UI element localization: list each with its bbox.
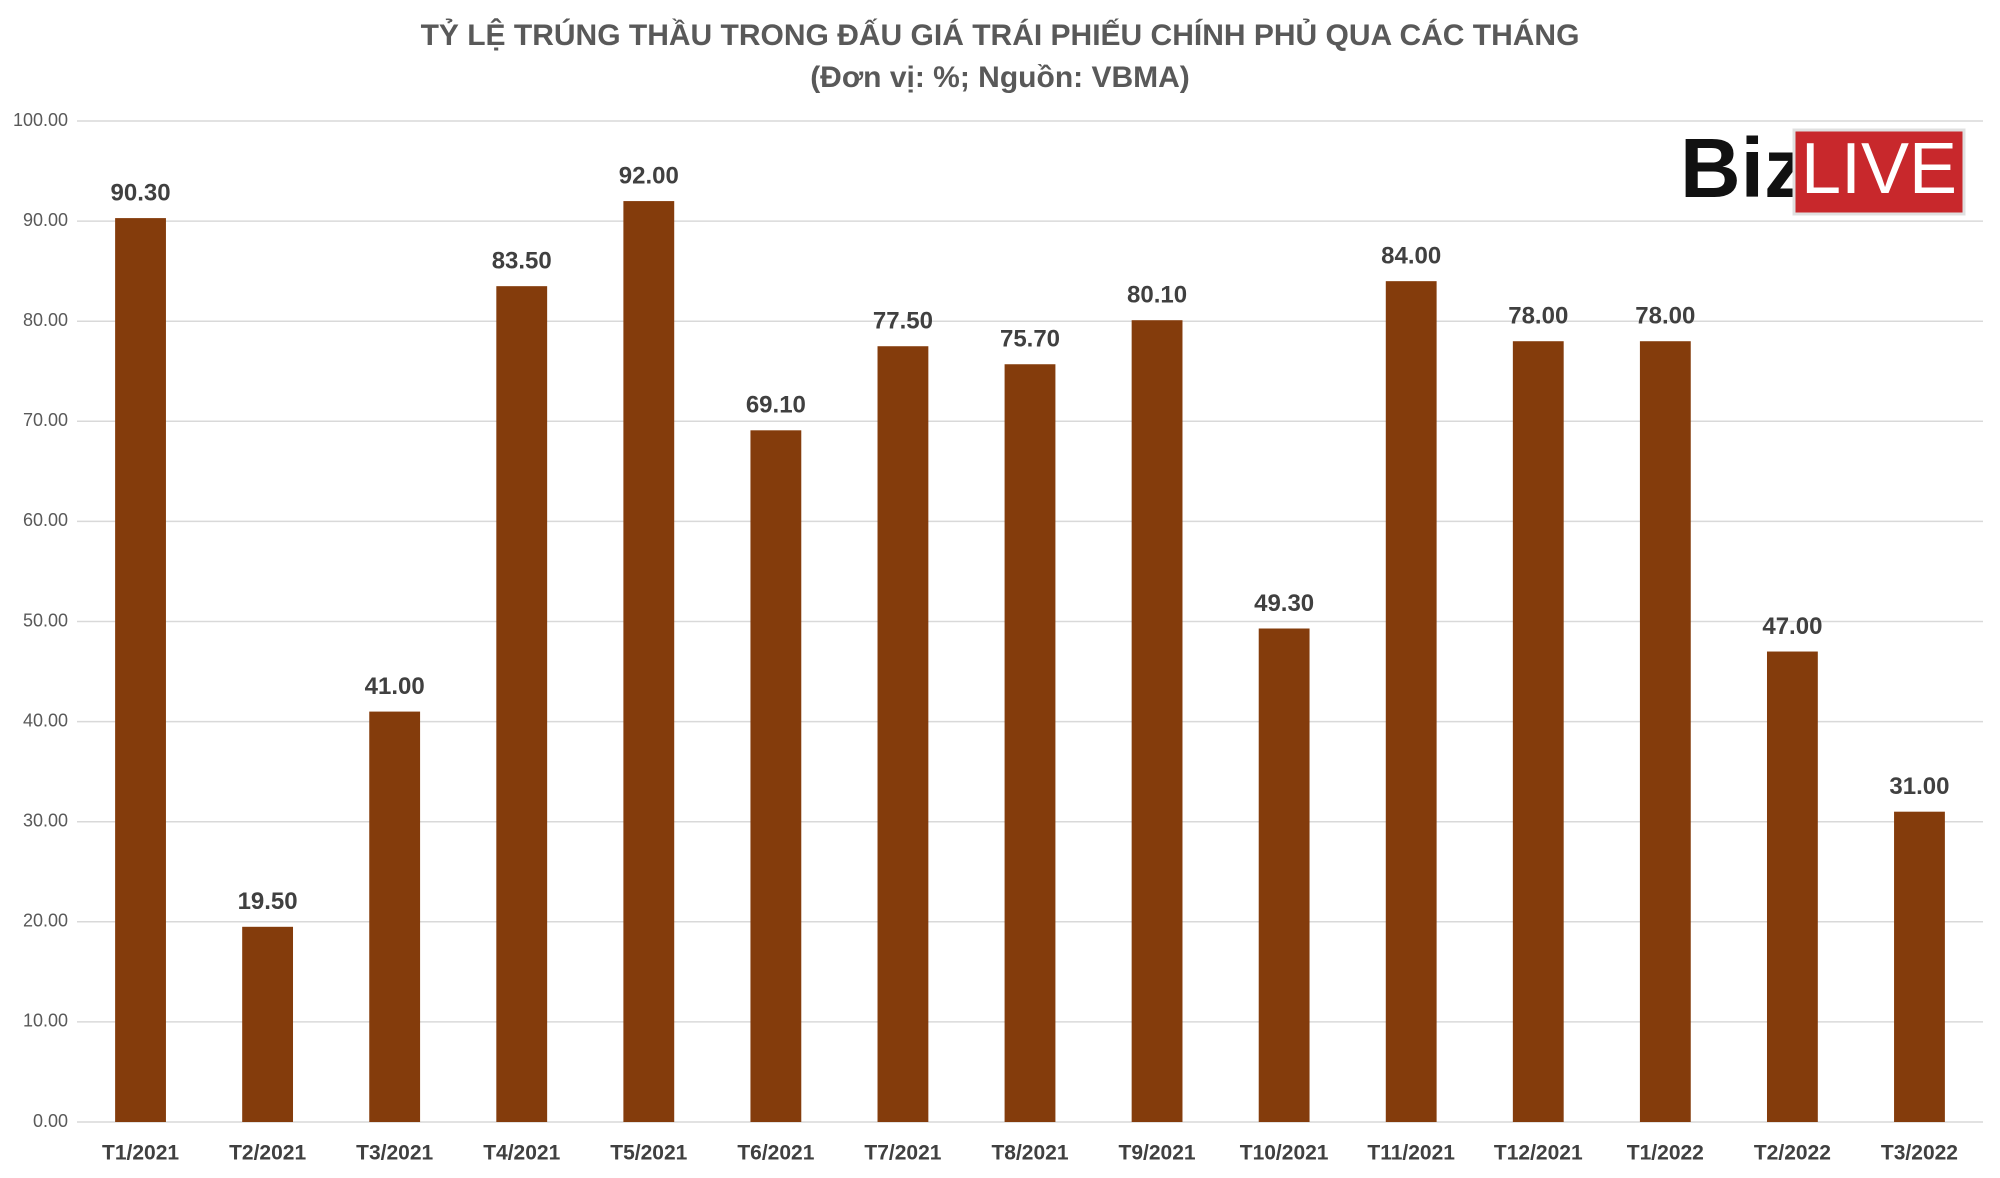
x-tick-label: T5/2021: [610, 1142, 687, 1165]
bar: [877, 346, 929, 1123]
x-tick-label: T7/2021: [864, 1142, 941, 1165]
y-tick-label: 80.00: [23, 310, 68, 330]
y-tick-label: 90.00: [23, 210, 68, 230]
bar: [623, 201, 675, 1122]
y-tick-label: 40.00: [23, 710, 68, 730]
x-tick-label: T8/2021: [991, 1142, 1068, 1165]
x-tick-label: T1/2022: [1627, 1142, 1704, 1165]
x-tick-label: T1/2021: [102, 1142, 179, 1165]
x-tick-label: T10/2021: [1240, 1142, 1329, 1165]
bar: [1385, 281, 1437, 1122]
data-label: 75.70: [1000, 326, 1060, 353]
y-tick-label: 50.00: [23, 610, 68, 630]
data-label: 92.00: [619, 162, 679, 189]
data-label: 80.10: [1127, 282, 1187, 309]
bar: [115, 218, 166, 1123]
data-label: 78.00: [1635, 303, 1695, 330]
logo-live: LIVE: [1801, 129, 1957, 209]
bar: [369, 711, 421, 1122]
chart-title: TỶ LỆ TRÚNG THẦU TRONG ĐẤU GIÁ TRÁI PHIẾ…: [421, 18, 1580, 52]
data-label: 41.00: [365, 673, 425, 700]
y-tick-label: 30.00: [23, 810, 68, 830]
x-tick-label: T2/2022: [1754, 1142, 1831, 1165]
bar: [1258, 628, 1310, 1122]
x-tick-label: T3/2022: [1881, 1142, 1958, 1165]
bar: [1004, 364, 1056, 1122]
x-tick-label: T12/2021: [1494, 1142, 1583, 1165]
bar: [1766, 651, 1818, 1122]
bar: [242, 926, 294, 1122]
bar: [750, 430, 802, 1123]
chart-subtitle: (Đơn vị: %; Nguồn: VBMA): [810, 61, 1190, 94]
data-label: 31.00: [1889, 773, 1949, 800]
logo-box: [1792, 128, 1966, 216]
data-label: 69.10: [746, 392, 806, 419]
x-tick-label: T2/2021: [229, 1142, 306, 1165]
data-label: 83.50: [492, 248, 552, 275]
bar: [1639, 341, 1691, 1123]
data-label: 77.50: [873, 308, 933, 335]
data-label: 49.30: [1254, 590, 1314, 617]
bar: [1131, 320, 1183, 1123]
x-tick-label: T3/2021: [356, 1142, 433, 1165]
y-tick-label: 100.00: [13, 110, 68, 130]
data-label: 84.00: [1381, 243, 1441, 270]
x-tick-label: T9/2021: [1119, 1142, 1196, 1165]
bar: [1894, 811, 1945, 1122]
data-label: 90.30: [111, 179, 171, 206]
logo: Biz LIVE: [1680, 121, 1966, 216]
x-tick-label: T11/2021: [1367, 1142, 1455, 1165]
data-label: 19.50: [238, 888, 298, 915]
y-tick-label: 20.00: [23, 911, 68, 931]
logo-biz: Biz: [1680, 121, 1806, 215]
x-tick-label: T6/2021: [737, 1142, 814, 1165]
bar: [1512, 341, 1564, 1123]
bar: [496, 286, 548, 1122]
x-tick-label: T4/2021: [483, 1142, 560, 1165]
y-tick-label: 0.00: [33, 1111, 68, 1131]
data-label: 78.00: [1508, 303, 1568, 330]
y-tick-label: 70.00: [23, 410, 68, 430]
y-tick-label: 10.00: [23, 1011, 68, 1031]
y-tick-label: 60.00: [23, 510, 68, 530]
data-label: 47.00: [1762, 613, 1822, 640]
